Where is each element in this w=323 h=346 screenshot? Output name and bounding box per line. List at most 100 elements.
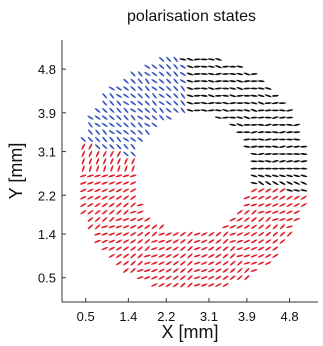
polarisation-ellipse <box>94 195 101 200</box>
polarisation-ellipse <box>222 94 230 97</box>
polarisation-ellipse <box>151 122 158 128</box>
polarisation-ellipse <box>81 157 85 165</box>
polarisation-ellipse <box>200 261 208 265</box>
polarisation-ellipse <box>193 247 201 251</box>
polarisation-ellipse <box>193 283 201 287</box>
polarisation-ellipse <box>286 153 294 155</box>
polarisation-ellipse <box>143 261 151 265</box>
polarisation-ellipse <box>123 114 129 121</box>
polarisation-ellipse <box>200 268 208 273</box>
polarisation-ellipse <box>115 86 122 91</box>
polarisation-ellipse <box>265 181 272 186</box>
polarisation-ellipse <box>123 86 129 91</box>
y-ticks: 0.5 1.4 2.2 3.1 3.9 4.8 <box>38 62 66 286</box>
polarisation-ellipse <box>150 254 158 258</box>
polarisation-ellipse <box>236 239 244 243</box>
polarisation-ellipse <box>144 72 151 76</box>
polarisation-ellipse <box>109 216 115 223</box>
polarisation-ellipse <box>166 71 172 77</box>
polarisation-ellipse <box>250 123 258 126</box>
polarisation-ellipse <box>115 253 122 258</box>
polarisation-ellipse <box>250 160 258 163</box>
x-tick-label: 3.1 <box>200 309 218 324</box>
polarisation-ellipse <box>208 283 215 287</box>
polarisation-ellipse <box>229 240 237 243</box>
polarisation-ellipse <box>137 246 144 251</box>
polarisation-ellipse <box>123 78 129 84</box>
polarisation-ellipse <box>116 107 122 114</box>
polarisation-ellipse <box>130 71 136 77</box>
polarisation-ellipse <box>265 231 272 237</box>
polarisation-ellipse <box>151 86 158 91</box>
polarisation-ellipse <box>250 203 258 207</box>
polarisation-ellipse <box>173 56 179 63</box>
polarisation-ellipse <box>258 217 264 222</box>
polarisation-ellipse <box>279 210 286 214</box>
polarisation-ellipse <box>80 203 87 207</box>
polarisation-ellipse <box>158 254 165 258</box>
polarisation-ellipse <box>200 232 208 236</box>
polarisation-ellipse <box>108 202 115 208</box>
polarisation-ellipse <box>215 268 222 273</box>
polarisation-ellipse <box>186 58 194 61</box>
polarisation-ellipse <box>222 73 230 75</box>
polarisation-ellipse <box>215 275 222 280</box>
polarisation-ellipse <box>272 246 279 251</box>
polarisation-ellipse <box>250 261 258 265</box>
polarisation-ellipse <box>243 131 251 134</box>
polarisation-ellipse <box>200 246 208 251</box>
polarisation-ellipse <box>243 72 251 76</box>
y-tick-label: 0.5 <box>38 271 56 286</box>
polarisation-ellipse <box>243 196 251 200</box>
polarisation-ellipse <box>222 116 230 119</box>
polarisation-ellipse <box>257 210 265 214</box>
polarisation-ellipse <box>102 100 108 106</box>
polarisation-ellipse <box>136 203 144 207</box>
polarisation-ellipse <box>222 282 229 288</box>
polarisation-ellipse <box>271 109 279 112</box>
polarisation-ellipse <box>207 65 215 68</box>
polarisation-ellipse <box>144 100 150 106</box>
polarisation-ellipse <box>94 202 101 208</box>
polarisation-ellipse <box>207 109 215 112</box>
polarisation-ellipse <box>193 232 201 236</box>
polarisation-ellipse <box>158 224 165 230</box>
polarisation-ellipse <box>94 232 102 236</box>
polarisation-ellipse <box>115 239 123 244</box>
polarisation-ellipse <box>165 268 172 273</box>
polarisation-ellipse <box>172 232 179 237</box>
polarisation-ellipse <box>243 138 251 141</box>
polarisation-ellipse <box>286 109 294 112</box>
polarisation-ellipse <box>136 276 144 280</box>
polarisation-ellipse <box>258 224 264 230</box>
polarisation-ellipse <box>109 136 115 143</box>
polarisation-ellipse <box>115 195 122 200</box>
polarisation-ellipse <box>250 94 258 97</box>
polarisation-ellipse <box>144 64 151 69</box>
polarisation-ellipse <box>144 231 151 237</box>
polarisation-ellipse <box>158 283 165 287</box>
polarisation-ellipse <box>264 174 272 178</box>
polarisation-ellipse <box>102 136 108 143</box>
polarisation-ellipse <box>293 167 301 170</box>
polarisation-ellipse <box>145 78 150 85</box>
polarisation-ellipse <box>122 181 130 185</box>
polarisation-ellipse <box>265 216 271 223</box>
polarisation-ellipse <box>173 107 179 113</box>
polarisation-ellipse <box>81 165 85 173</box>
polarisation-ellipse <box>116 202 122 208</box>
polarisation-ellipse <box>94 144 101 150</box>
polarisation-ellipse <box>122 188 130 193</box>
polarisation-ellipse <box>165 246 172 251</box>
polarisation-ellipse <box>200 58 208 61</box>
polarisation-ellipse <box>101 174 109 178</box>
polarisation-ellipse <box>136 210 144 214</box>
polarisation-ellipse <box>122 225 130 229</box>
polarisation-ellipse <box>222 231 229 237</box>
polarisation-ellipse <box>166 56 172 63</box>
polarisation-ellipse <box>222 275 229 280</box>
polarisation-ellipse <box>123 268 129 273</box>
polarisation-ellipse <box>250 254 258 258</box>
polarisation-ellipse <box>122 239 130 244</box>
